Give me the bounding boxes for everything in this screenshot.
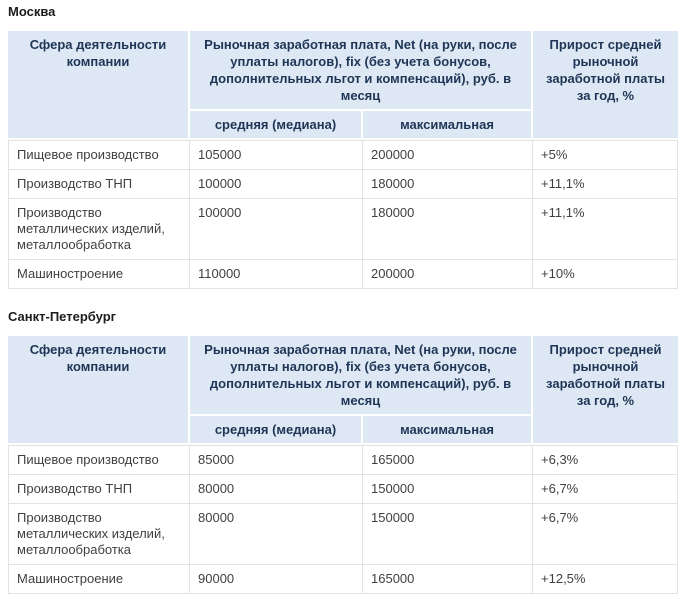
column-header-growth: Прирост средней рыночной заработной плат… (533, 336, 679, 445)
table-header: Сфера деятельности компании Рыночная зар… (8, 31, 679, 140)
column-header-max: максимальная (363, 416, 534, 445)
section-moscow: Москва Сфера деятельности компании Рыноч… (8, 4, 679, 289)
cell-median: 90000 (190, 564, 363, 594)
cell-median: 100000 (190, 198, 363, 259)
table-row: Машиностроение 90000 165000 +12,5% (8, 564, 679, 594)
cell-max: 200000 (363, 259, 534, 289)
cell-industry: Пищевое производство (8, 140, 190, 169)
cell-growth: +6,3% (533, 445, 679, 474)
city-title-moscow: Москва (8, 4, 56, 19)
table-row: Производство ТНП 80000 150000 +6,7% (8, 474, 679, 503)
cell-max: 200000 (363, 140, 534, 169)
cell-industry: Машиностроение (8, 564, 190, 594)
cell-median: 105000 (190, 140, 363, 169)
column-header-max: максимальная (363, 111, 534, 140)
cell-max: 150000 (363, 474, 534, 503)
table-row: Машиностроение 110000 200000 +10% (8, 259, 679, 289)
column-header-industry: Сфера деятельности компании (8, 31, 190, 140)
table-header: Сфера деятельности компании Рыночная зар… (8, 336, 679, 445)
cell-max: 165000 (363, 445, 534, 474)
cell-median: 85000 (190, 445, 363, 474)
column-header-growth: Прирост средней рыночной заработной плат… (533, 31, 679, 140)
cell-growth: +6,7% (533, 503, 679, 564)
cell-median: 110000 (190, 259, 363, 289)
cell-growth: +10% (533, 259, 679, 289)
cell-growth: +12,5% (533, 564, 679, 594)
cell-max: 180000 (363, 198, 534, 259)
cell-industry: Производство ТНП (8, 169, 190, 198)
table-body: Пищевое производство 85000 165000 +6,3% … (8, 445, 679, 594)
table-row: Производство металлических изделий, мета… (8, 198, 679, 259)
cell-growth: +6,7% (533, 474, 679, 503)
cell-max: 165000 (363, 564, 534, 594)
cell-median: 80000 (190, 503, 363, 564)
cell-industry: Машиностроение (8, 259, 190, 289)
section-saint-petersburg: Санкт-Петербург Сфера деятельности компа… (8, 309, 679, 594)
cell-growth: +11,1% (533, 169, 679, 198)
cell-industry: Пищевое производство (8, 445, 190, 474)
column-header-industry: Сфера деятельности компании (8, 336, 190, 445)
cell-growth: +5% (533, 140, 679, 169)
salary-table-saint-petersburg: Сфера деятельности компании Рыночная зар… (8, 336, 679, 594)
column-header-median: средняя (медиана) (190, 111, 363, 140)
cell-industry: Производство металлических изделий, мета… (8, 503, 190, 564)
table-row: Пищевое производство 85000 165000 +6,3% (8, 445, 679, 474)
cell-growth: +11,1% (533, 198, 679, 259)
table-body: Пищевое производство 105000 200000 +5% П… (8, 140, 679, 289)
cell-max: 180000 (363, 169, 534, 198)
cell-median: 80000 (190, 474, 363, 503)
column-header-median: средняя (медиана) (190, 416, 363, 445)
column-header-market-salary: Рыночная заработная плата, Net (на руки,… (190, 336, 534, 416)
table-row: Производство металлических изделий, мета… (8, 503, 679, 564)
salary-table-moscow: Сфера деятельности компании Рыночная зар… (8, 31, 679, 289)
cell-industry: Производство металлических изделий, мета… (8, 198, 190, 259)
column-header-market-salary: Рыночная заработная плата, Net (на руки,… (190, 31, 534, 111)
cell-industry: Производство ТНП (8, 474, 190, 503)
cell-median: 100000 (190, 169, 363, 198)
table-row: Производство ТНП 100000 180000 +11,1% (8, 169, 679, 198)
city-title-saint-petersburg: Санкт-Петербург (8, 309, 117, 324)
table-row: Пищевое производство 105000 200000 +5% (8, 140, 679, 169)
cell-max: 150000 (363, 503, 534, 564)
